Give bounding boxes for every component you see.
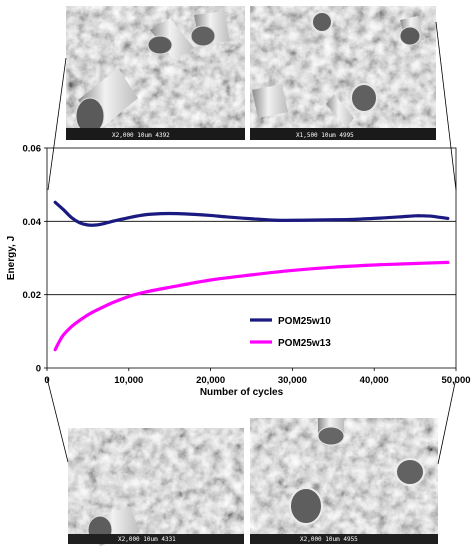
fiber-icon — [311, 11, 333, 33]
y-tick-label: 0 — [36, 364, 41, 375]
y-tick-label: 0.04 — [23, 217, 42, 228]
x-tick-label: 0 — [44, 375, 49, 386]
gridlines — [47, 220, 456, 296]
fiber-icon — [190, 11, 230, 47]
connector-lines-top — [47, 21, 457, 191]
x-tick-label: 20,000 — [196, 375, 225, 386]
series-line-pom25w10 — [53, 200, 450, 227]
fiber-icon — [289, 487, 323, 525]
sem-caption: X2,000 10um 4392 — [112, 132, 170, 139]
series-line-pom25w13 — [53, 260, 450, 352]
x-tick-label: 10,000 — [114, 375, 143, 386]
sem-caption: X2,000 10um 4331 — [118, 536, 176, 543]
chart: 0 0.02 0.04 0.06 0 10,000 20,000 30,000 40,000 5… — [6, 144, 471, 399]
x-axis-title: Number of cycles — [200, 387, 284, 398]
sem-image-bottom-left: X2,000 10um 4331 — [68, 428, 244, 546]
legend-label: POM25w13 — [278, 338, 331, 349]
fiber-icon — [317, 418, 345, 446]
plot-frame — [46, 147, 457, 369]
fiber-icon — [75, 68, 138, 135]
sem-caption: X2,000 10um 4955 — [300, 536, 358, 543]
legend: POM25w10 POM25w13 — [250, 316, 331, 349]
fiber-icon — [252, 84, 288, 118]
fiber-icon — [350, 83, 378, 113]
legend-label: POM25w10 — [278, 316, 331, 327]
x-tick-label: 50,000 — [441, 375, 470, 386]
y-tick-label: 0.02 — [23, 290, 42, 301]
x-tick-label: 30,000 — [278, 375, 307, 386]
fiber-icon — [395, 458, 425, 486]
x-tick-label: 40,000 — [360, 375, 389, 386]
sem-image-top-left: X2,000 10um 4392 — [66, 6, 245, 140]
y-axis-ticks: 0 0.02 0.04 0.06 — [23, 144, 47, 375]
sem-image-bottom-right: X2,000 10um 4955 — [250, 418, 438, 544]
y-tick-label: 0.06 — [23, 144, 42, 155]
x-axis-ticks: 0 10,000 20,000 30,000 40,000 50,000 — [44, 368, 471, 386]
connector-lines-bottom — [46, 377, 457, 465]
sem-caption: X1,500 10um 4995 — [296, 132, 354, 139]
fiber-icon — [326, 94, 354, 128]
y-axis-title: Energy, J — [6, 236, 17, 280]
fiber-icon — [399, 16, 424, 46]
sem-image-top-right: X1,500 10um 4995 — [250, 6, 436, 140]
series-layer — [53, 200, 450, 352]
fiber-icon — [147, 18, 194, 60]
